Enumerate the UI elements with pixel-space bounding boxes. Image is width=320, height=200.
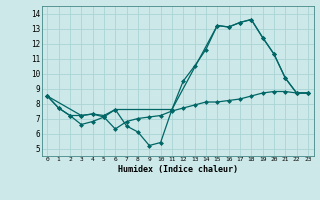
X-axis label: Humidex (Indice chaleur): Humidex (Indice chaleur)	[118, 165, 237, 174]
